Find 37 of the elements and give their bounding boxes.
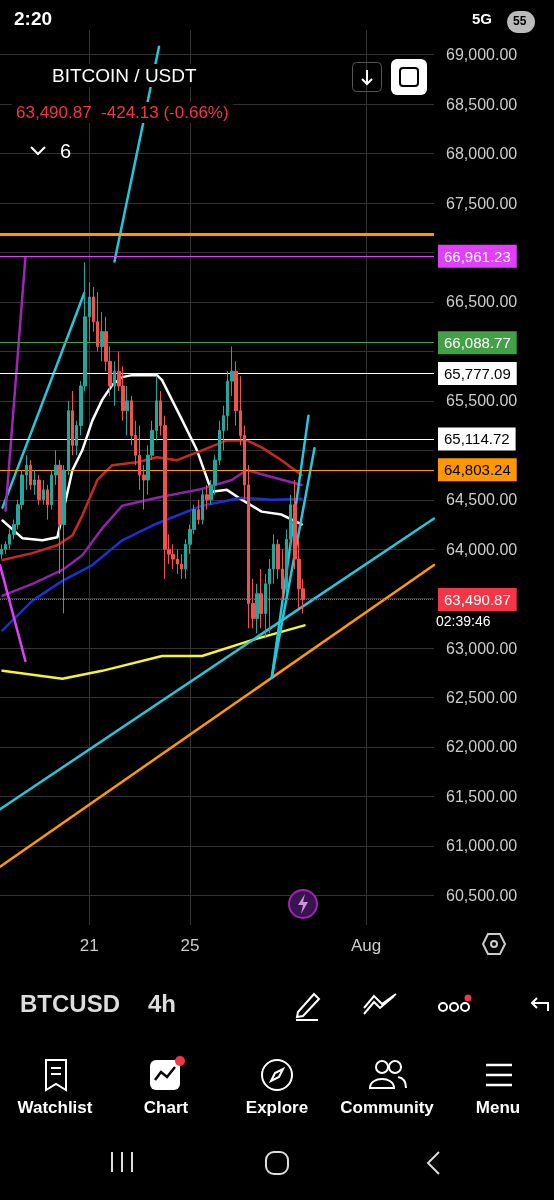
text: BITCOIN / USDT bbox=[52, 65, 198, 86]
text: 02:39:46 bbox=[436, 613, 491, 629]
x-tick-label: 25 bbox=[180, 936, 200, 955]
y-tick-label: 64,000.00 bbox=[446, 540, 518, 558]
y-tick-label: 69,000.00 bbox=[446, 46, 518, 64]
ref-line-label: 64,803.24 bbox=[444, 461, 511, 479]
text: Explore bbox=[244, 1098, 310, 1118]
y-tick-label: 64,500.00 bbox=[446, 491, 518, 509]
y-tick-label: 67,500.00 bbox=[446, 194, 518, 212]
y-tick-label: 68,000.00 bbox=[446, 145, 518, 163]
y-tick-label: 65,500.00 bbox=[446, 392, 518, 410]
text: 2:20 bbox=[14, 8, 53, 30]
ref-line-label: 65,114.72 bbox=[444, 430, 510, 448]
ref-line-label: 66,088.77 bbox=[444, 334, 511, 352]
x-tick-label: 21 bbox=[79, 936, 99, 955]
ref-line-label: 65,777.09 bbox=[444, 364, 511, 382]
y-tick-label: 61,500.00 bbox=[446, 787, 518, 805]
y-tick-label: 62,000.00 bbox=[446, 738, 518, 756]
text: Chart bbox=[142, 1098, 190, 1118]
ref-line-label: 63,490.87 bbox=[444, 591, 511, 609]
y-tick-label: 63,000.00 bbox=[446, 639, 518, 657]
y-tick-label: 61,000.00 bbox=[446, 837, 518, 855]
y-tick-label: 60,500.00 bbox=[446, 886, 518, 904]
y-tick-label: 62,500.00 bbox=[446, 689, 518, 707]
text: 55 bbox=[513, 14, 527, 28]
text: 4h bbox=[148, 990, 177, 1018]
text: Menu bbox=[474, 1098, 522, 1118]
text: Community bbox=[339, 1098, 435, 1118]
text: BTCUSD bbox=[20, 990, 120, 1018]
annotation: 6 bbox=[60, 140, 72, 163]
text: 63,490.87 -424.13 (-0.66%) bbox=[16, 103, 229, 122]
y-tick-label: 66,500.00 bbox=[446, 293, 518, 311]
text: Watchlist bbox=[16, 1098, 94, 1118]
y-tick-label: 68,500.00 bbox=[446, 95, 518, 113]
ref-line-label: 66,961.23 bbox=[444, 247, 511, 265]
x-tick-label: Aug bbox=[350, 936, 382, 955]
text: 5G bbox=[472, 10, 493, 27]
